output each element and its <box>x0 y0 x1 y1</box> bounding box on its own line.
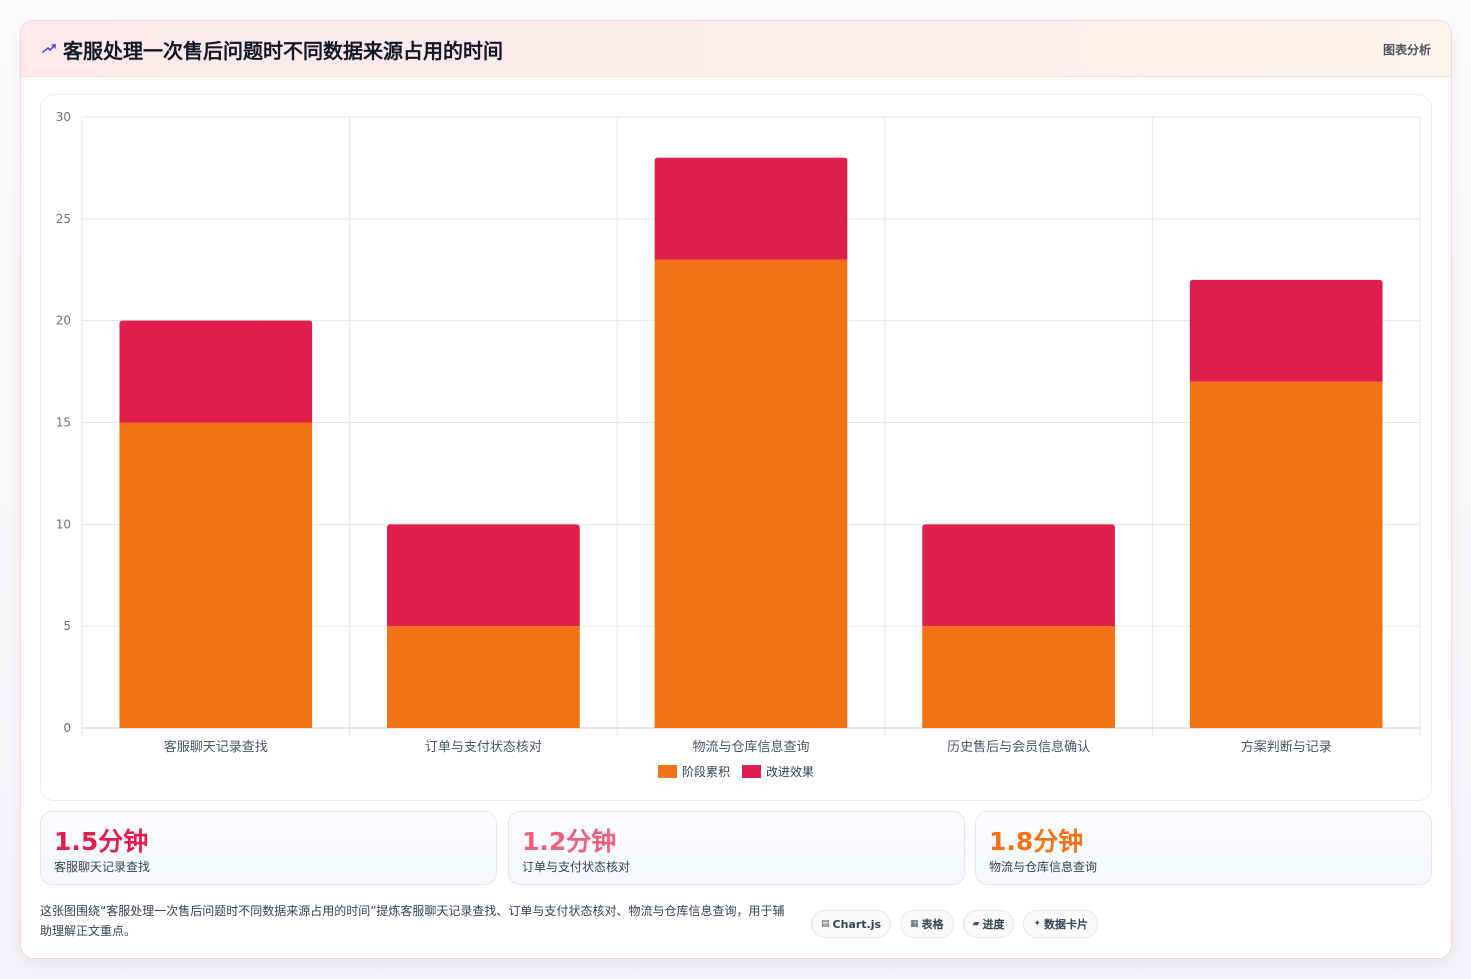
chip-0[interactable]: ▤ Chart.js <box>811 910 892 938</box>
chip-label: Chart.js <box>832 917 882 931</box>
stat-label: 物流与仓库信息查询 <box>989 860 1098 874</box>
bar-segment-2 <box>654 157 848 260</box>
chip-label: 表格 <box>921 918 944 931</box>
x-tick-label: 历史售后与会员信息确认 <box>947 739 1090 755</box>
stat-cards: 1.5分钟 客服聊天记录查找 1.2分钟 订单与支付状态核对 1.8分钟 物流与仓库信息查… <box>40 811 1432 885</box>
y-tick-label: 15 <box>56 416 71 430</box>
legend-item[interactable]: 改进效果 <box>742 763 814 780</box>
chip-1[interactable]: ▦ 表格 <box>900 910 954 938</box>
chip-label: 进度 <box>982 918 1005 931</box>
bar-segment-2 <box>119 320 313 423</box>
x-tick-label: 客服聊天记录查找 <box>164 739 268 755</box>
chip-icon: ✦ <box>1033 919 1042 929</box>
chip-2[interactable]: ▰ 进度 <box>962 910 1015 938</box>
bar-segment-2 <box>387 524 580 627</box>
y-tick-label: 5 <box>63 619 71 633</box>
footer-description: 这张图围绕“客服处理一次售后问题时不同数据来源占用的时间”提炼客服聊天记录查找、… <box>40 904 785 938</box>
legend-swatch <box>742 765 761 778</box>
y-tick-label: 10 <box>56 517 71 531</box>
bar-segment-1 <box>387 626 580 728</box>
y-tick-label: 25 <box>56 212 71 226</box>
x-tick-label: 方案判断与记录 <box>1241 739 1332 755</box>
bar-segment-2 <box>1189 279 1383 382</box>
x-tick-label: 订单与支付状态核对 <box>425 740 542 755</box>
legend-label: 改进效果 <box>766 765 815 779</box>
legend-label: 阶段累积 <box>681 765 730 779</box>
bar-segment-2 <box>922 524 1115 627</box>
x-tick-label: 物流与仓库信息查询 <box>692 739 809 755</box>
chart-analysis-tag: 图表分析 <box>1382 43 1431 57</box>
bar-segment-1 <box>922 626 1115 728</box>
stat-card: 1.5分钟客服聊天记录查找 <box>40 811 497 885</box>
stat-label: 客服聊天记录查找 <box>54 860 151 874</box>
y-tick-label: 30 <box>56 110 71 124</box>
chip-3[interactable]: ✦ 数据卡片 <box>1023 910 1099 938</box>
bar-chart: 0 5 10 15 20 25 30 客服聊天记录查找 订单与支付状态核对 物流与仓库信息查询 历史… <box>56 110 1421 755</box>
bar-segment-1 <box>1189 381 1383 728</box>
stat-card: 1.2分钟订单与支付状态核对 <box>508 811 965 885</box>
y-tick-label: 0 <box>63 721 71 735</box>
bar-segment-1 <box>119 422 313 728</box>
chip-icon: ▦ <box>910 919 919 929</box>
stat-value: 1.5分钟 <box>54 827 149 856</box>
legend-item[interactable]: 阶段累积 <box>657 763 730 780</box>
y-tick-label: 20 <box>56 314 71 328</box>
card-header: 客服处理一次售后问题时不同数据来源占用的时间 图表分析 <box>21 21 1451 77</box>
stat-card: 1.8分钟物流与仓库信息查询 <box>975 811 1432 885</box>
chart-legend: 阶段累积 改进效果 <box>41 763 1431 780</box>
stat-value: 1.2分钟 <box>522 827 617 856</box>
chip-icon: ▤ <box>821 919 830 929</box>
stat-value: 1.8分钟 <box>989 827 1084 856</box>
bar-segment-1 <box>654 259 848 728</box>
stat-label: 订单与支付状态核对 <box>522 860 631 874</box>
chart-panel: 0 5 10 15 20 25 30 客服聊天记录查找 订单与支付状态核对 物流与仓库信息查询 历史… <box>40 94 1432 801</box>
page-title: 客服处理一次售后问题时不同数据来源占用的时间 <box>63 39 503 63</box>
chip-icon: ▰ <box>972 919 980 929</box>
feature-chips: ▤ Chart.js ▦ 表格 ▰ 进度 ✦ 数据卡片 <box>811 910 1099 938</box>
chip-label: 数据卡片 <box>1044 918 1089 931</box>
sparkle-icon <box>42 44 56 53</box>
chart-card: 客服处理一次售后问题时不同数据来源占用的时间 图表分析 0 5 10 15 20 25 30… <box>20 20 1452 959</box>
legend-swatch <box>657 765 677 778</box>
